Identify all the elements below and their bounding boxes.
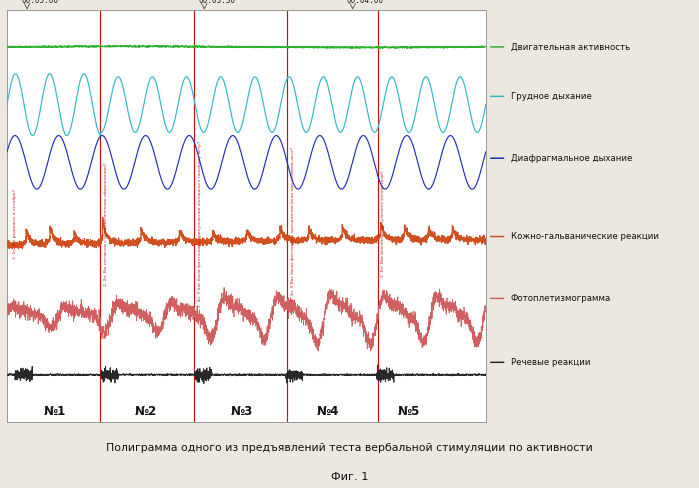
Text: №4: №4 — [317, 405, 339, 418]
Text: Двигательная активность: Двигательная активность — [510, 42, 630, 51]
Text: 2. 4п. У вас были фантазии о принуждении женщины к половому акту?: 2. 4п. У вас были фантазии о принуждении… — [198, 141, 201, 307]
Text: 00:03:30: 00:03:30 — [199, 0, 236, 5]
Text: №5: №5 — [398, 405, 420, 418]
Text: 2. 2п. Вы согласны с предъявленными обвинениями?: 2. 2п. Вы согласны с предъявленными обви… — [104, 163, 108, 286]
Text: Речевые реакции: Речевые реакции — [510, 358, 590, 367]
Text: Полиграмма одного из предъявлений теста вербальной стимуляции по активности: Полиграмма одного из предъявлений теста … — [106, 443, 593, 453]
Text: Грудное дыхание: Грудное дыхание — [510, 92, 591, 101]
Text: 00:04:00: 00:04:00 — [347, 0, 384, 5]
Text: №3: №3 — [231, 405, 253, 418]
Text: 00:03:00: 00:03:00 — [22, 0, 58, 5]
Text: 2. 5п. Вас беспокоят результаты экспертизы?: 2. 5п. Вас беспокоят результаты эксперти… — [381, 171, 385, 278]
Text: Кожно-гальванические реакции: Кожно-гальванические реакции — [510, 232, 658, 241]
Text: Фотоплетизмограмма: Фотоплетизмограмма — [510, 294, 611, 303]
Text: 2. 1п. Вы родились в октябре?: 2. 1п. Вы родились в октябре? — [13, 189, 17, 259]
Text: Диафрагмальное дыхание: Диафрагмальное дыхание — [510, 154, 632, 163]
Text: №2: №2 — [135, 405, 157, 418]
Text: 2. 3п. У Вас были фантазии о причинении боли при половом акте?: 2. 3п. У Вас были фантазии о причинении … — [291, 147, 295, 301]
Text: Фиг. 1: Фиг. 1 — [331, 472, 368, 482]
Text: №1: №1 — [44, 405, 66, 418]
